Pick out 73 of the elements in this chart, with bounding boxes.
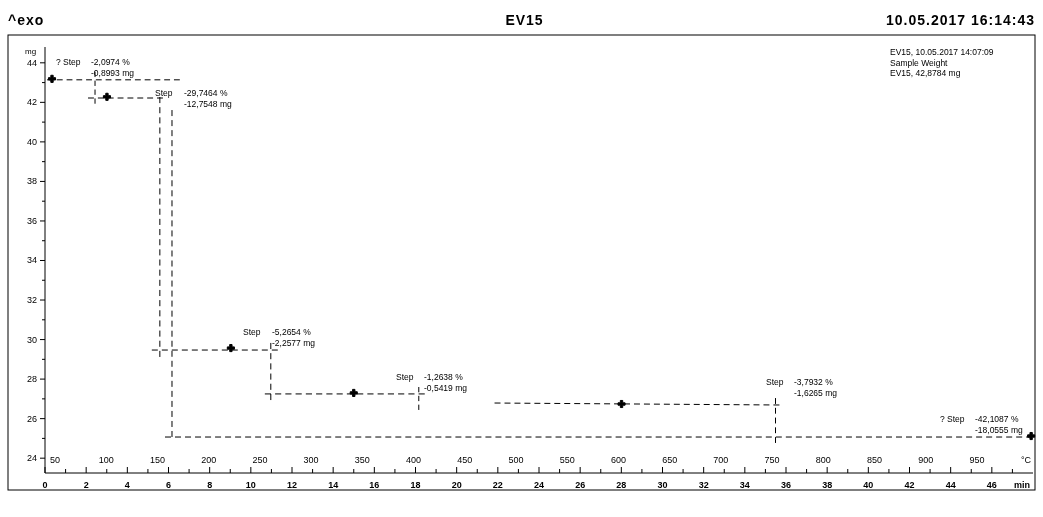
x2-tick-label: 550 [559,455,575,465]
x-tick-label: 12 [286,480,298,490]
text: ^exo [8,12,45,28]
annotation: Step [155,88,173,98]
annotation: -42,1087 % -18,0555 mg [975,414,1023,435]
x-tick-label: 24 [533,480,545,490]
x2-tick-label: 800 [815,455,831,465]
x2-tick-label: 700 [713,455,729,465]
x2-tick-label: 500 [508,455,524,465]
y-tick-label: 30 [26,334,37,345]
y-tick-label: 42 [26,97,37,108]
x2-tick-label: 50 [50,455,61,465]
y-tick-label: 44 [26,57,37,68]
y-tick-label: 24 [26,453,37,464]
y-tick-label: 40 [26,136,37,147]
annotation: ? Step [56,57,81,67]
x-tick-label: 34 [739,480,750,490]
x2-tick-label: 200 [201,455,217,465]
x-tick-label: 22 [492,480,503,490]
x-tick-label: 18 [410,480,421,490]
x2-tick-label: 650 [662,455,678,465]
x-axis-title: min [1013,480,1031,490]
x-tick-label: 2 [83,480,89,490]
x-tick-label: 4 [124,480,130,490]
annotation: Step [766,377,784,387]
x2-tick-label: 100 [98,455,114,465]
x2-tick-label: 850 [867,455,883,465]
y-tick-label: 26 [26,413,37,424]
x-tick-label: 46 [986,480,997,490]
x-tick-label: 42 [904,480,915,490]
x-tick-label: 8 [207,480,213,490]
x-tick-label: 32 [698,480,709,490]
text: 10.05.2017 16:14:43 [886,12,1035,28]
x-tick-label: 10 [245,480,256,490]
x2-tick-label: 150 [149,455,165,465]
annotation: Step [396,372,414,382]
annotation: -2,0974 % -0,8993 mg [91,57,135,78]
x-tick-label: 26 [575,480,586,490]
y-tick-label: 28 [26,374,37,385]
x-tick-label: 6 [165,480,172,490]
annotation: Step [243,327,261,337]
x-tick-label: 28 [616,480,627,490]
x2-tick-label: 300 [303,455,319,465]
annotation: EV15, 10.05.2017 14:07:09 Sample Weight EV15, 42,8784 mg [890,47,994,79]
x-tick-label: 36 [780,480,792,490]
x-tick-label: 0 [42,480,48,490]
x2-tick-label: 900 [918,455,934,465]
x2-tick-label: 600 [610,455,626,465]
x2-axis-title: °C [1020,455,1032,465]
x2-tick-label: 400 [406,455,422,465]
y-tick-label: 32 [26,295,37,306]
x-tick-label: 30 [657,480,668,490]
x-tick-label: 38 [822,480,833,490]
y-tick-label: 36 [26,215,37,226]
x2-tick-label: 350 [354,455,370,465]
x-tick-label: 44 [945,480,956,490]
y-axis-title: mg [25,47,37,56]
x-tick-label: 16 [369,480,380,490]
y-tick-label: 38 [26,176,37,187]
y-tick-label: 34 [26,255,37,266]
chart-title: EV15 [505,12,544,28]
annotation: -3,7932 % -1,6265 mg [794,377,838,398]
x-tick-label: 20 [451,480,462,490]
annotation: -5,2654 % -2,2577 mg [272,327,316,348]
x2-tick-label: 250 [252,455,268,465]
annotation: -29,7464 % -12,7548 mg [184,88,232,109]
x2-tick-label: 750 [764,455,780,465]
x2-tick-label: 450 [457,455,473,465]
annotation: ? Step [940,414,965,424]
x-tick-label: 40 [863,480,874,490]
x-tick-label: 14 [328,480,339,490]
x2-tick-label: 950 [969,455,985,465]
annotation: -1,2638 % -0,5419 mg [424,372,468,393]
